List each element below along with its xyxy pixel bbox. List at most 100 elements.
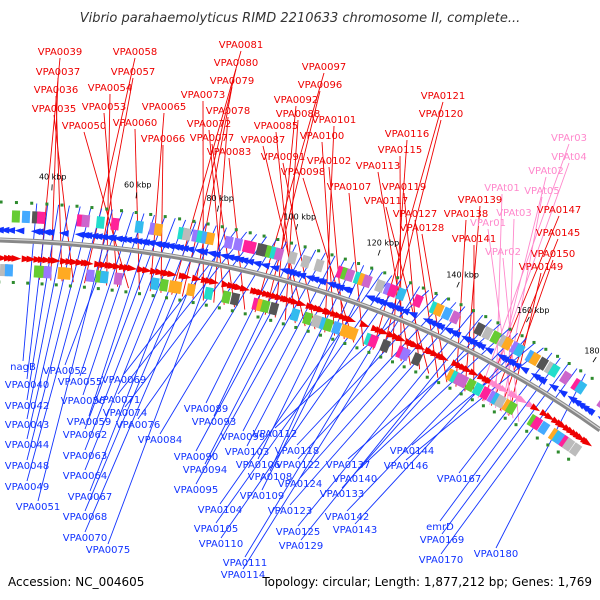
reverse-gene-arrow[interactable] [74, 231, 85, 239]
reverse-gene-label[interactable]: VPA0095 [174, 485, 219, 496]
forward-gene-label[interactable]: VPA0107 [327, 182, 372, 193]
forward-gene-arrow[interactable] [11, 254, 22, 262]
forward-gene-label[interactable]: VPA0097 [302, 62, 347, 73]
forward-gene-arrow[interactable] [141, 266, 153, 274]
forward-gene-arrow[interactable] [529, 403, 541, 412]
reverse-gene-label[interactable]: VPA0142 [325, 512, 370, 523]
feature-block[interactable] [205, 231, 216, 246]
reverse-gene-label[interactable]: VPA0070 [63, 533, 108, 544]
forward-gene-arrow[interactable] [517, 395, 528, 404]
forward-gene-label[interactable]: VPA0080 [214, 58, 259, 69]
forward-gene-arrow[interactable] [345, 315, 357, 322]
reverse-gene-label[interactable]: VPA0112 [253, 429, 298, 440]
feature-block[interactable] [99, 270, 109, 284]
reverse-gene-arrow[interactable] [140, 239, 151, 246]
reverse-gene-arrow[interactable] [82, 232, 93, 240]
feature-block[interactable] [473, 322, 486, 337]
forward-gene-label[interactable]: VPA0065 [142, 102, 187, 113]
forward-gene-arrow[interactable] [191, 274, 202, 282]
reverse-gene-arrow[interactable] [557, 389, 568, 398]
reverse-gene-arrow[interactable] [334, 284, 345, 292]
forward-gene-arrow[interactable] [462, 365, 473, 373]
forward-gene-arrow[interactable] [468, 368, 479, 376]
feature-block[interactable] [479, 386, 492, 401]
reverse-gene-label[interactable]: VPA0129 [279, 541, 324, 552]
feature-block[interactable] [374, 278, 386, 293]
rna-gene-label[interactable]: VPAr03 [551, 133, 587, 144]
reverse-gene-label[interactable]: emrD [426, 522, 454, 533]
forward-gene-label[interactable]: VPA0119 [382, 182, 427, 193]
feature-block[interactable] [229, 292, 241, 306]
reverse-gene-arrow[interactable] [519, 366, 530, 375]
reverse-gene-label[interactable]: VPA0093 [192, 417, 237, 428]
reverse-gene-label[interactable]: VPA0104 [198, 505, 243, 516]
reverse-gene-label[interactable]: VPA0111 [223, 558, 268, 569]
feature-block[interactable] [410, 352, 423, 367]
reverse-gene-label[interactable]: VPA0099 [221, 432, 266, 443]
reverse-gene-label[interactable]: VPA0114 [221, 570, 266, 581]
reverse-gene-arrow[interactable] [219, 253, 230, 261]
rna-gene-label[interactable]: VPAt03 [496, 208, 532, 219]
reverse-gene-label[interactable]: VPA0110 [199, 539, 244, 550]
reverse-gene-arrow[interactable] [393, 306, 405, 314]
reverse-gene-label[interactable]: VPA0109 [240, 491, 285, 502]
feature-block[interactable] [289, 307, 301, 322]
reverse-gene-label[interactable]: VPA0063 [63, 451, 108, 462]
forward-gene-label[interactable]: VPA0141 [452, 234, 497, 245]
feature-block[interactable] [456, 374, 470, 389]
feature-block[interactable] [273, 247, 285, 262]
feature-block[interactable] [574, 380, 588, 395]
reverse-gene-arrow[interactable] [585, 407, 596, 417]
forward-gene-arrow[interactable] [83, 259, 94, 267]
reverse-gene-arrow[interactable] [269, 265, 280, 272]
reverse-gene-label[interactable]: VPA0122 [276, 460, 321, 471]
feature-block[interactable] [172, 280, 183, 295]
reverse-gene-arrow[interactable] [210, 251, 222, 259]
reverse-gene-arrow[interactable] [178, 245, 190, 253]
reverse-gene-arrow[interactable] [426, 319, 437, 327]
forward-gene-label[interactable]: VPA0057 [111, 67, 156, 78]
reverse-gene-arrow[interactable] [206, 250, 217, 258]
reverse-gene-label[interactable]: VPA0169 [420, 535, 465, 546]
reverse-gene-label[interactable]: VPA0094 [183, 465, 228, 476]
reverse-gene-arrow[interactable] [407, 311, 419, 319]
reverse-gene-arrow[interactable] [484, 347, 495, 355]
reverse-gene-arrow[interactable] [251, 260, 262, 268]
feature-block[interactable] [4, 264, 14, 277]
reverse-gene-arrow[interactable] [385, 303, 396, 310]
rna-gene-label[interactable]: VPAr02 [485, 247, 521, 258]
feature-block[interactable] [286, 250, 298, 265]
reverse-gene-arrow[interactable] [132, 238, 143, 245]
reverse-gene-label[interactable]: VPA0059 [67, 417, 112, 428]
feature-block[interactable] [43, 265, 52, 279]
reverse-gene-label[interactable]: VPA0118 [275, 446, 320, 457]
reverse-gene-arrow[interactable] [33, 228, 44, 236]
forward-gene-arrow[interactable] [582, 437, 592, 447]
feature-block[interactable] [62, 267, 72, 280]
feature-block[interactable] [411, 293, 424, 309]
reverse-gene-label[interactable]: VPA0124 [278, 479, 323, 490]
feature-block[interactable] [528, 351, 542, 367]
reverse-gene-label[interactable]: VPA0133 [320, 489, 365, 500]
feature-block[interactable] [489, 330, 502, 345]
reverse-gene-arrow[interactable] [309, 276, 320, 284]
reverse-gene-label[interactable]: VPA0146 [384, 461, 429, 472]
reverse-gene-label[interactable]: VPA0042 [5, 401, 50, 412]
reverse-gene-label[interactable]: VPA0140 [333, 474, 378, 485]
forward-gene-label[interactable]: VPA0147 [537, 205, 582, 216]
forward-gene-arrow[interactable] [544, 412, 555, 421]
forward-gene-label[interactable]: VPA0077 [190, 133, 235, 144]
reverse-gene-arrow[interactable] [399, 308, 411, 316]
feature-block[interactable] [150, 277, 160, 291]
reverse-gene-label[interactable]: VPA0052 [43, 366, 88, 377]
reverse-gene-arrow[interactable] [151, 241, 163, 248]
forward-gene-label[interactable]: VPA0072 [187, 119, 232, 130]
feature-block[interactable] [223, 235, 234, 250]
forward-gene-label[interactable]: VPA0066 [141, 134, 186, 145]
forward-gene-label[interactable]: VPA0120 [419, 109, 464, 120]
forward-gene-label[interactable]: VPA0100 [300, 131, 345, 142]
forward-gene-label[interactable]: VPA0101 [312, 115, 357, 126]
feature-block[interactable] [259, 299, 271, 314]
feature-block[interactable] [440, 306, 454, 321]
reverse-gene-arrow[interactable] [476, 343, 487, 351]
